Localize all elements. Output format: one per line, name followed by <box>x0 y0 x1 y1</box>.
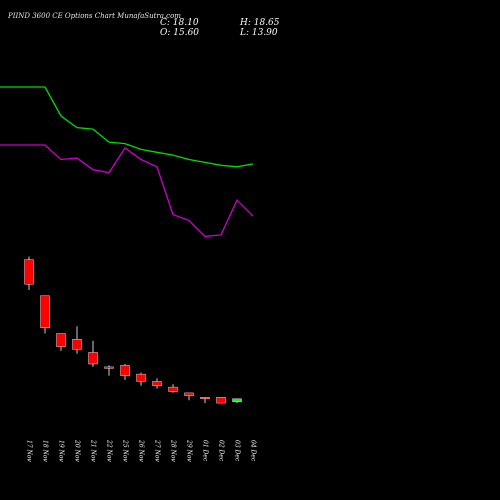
x-tick-label: 03 Dec <box>234 440 241 462</box>
candle-body <box>232 398 242 402</box>
candle-body <box>72 339 82 350</box>
x-tick-label: 29 Nov <box>186 439 193 462</box>
candle-body <box>104 366 114 369</box>
candle <box>184 392 194 401</box>
candle <box>120 363 130 380</box>
candle <box>40 295 50 334</box>
x-tick-label: 02 Dec <box>218 440 225 462</box>
high-value: H: 18.65 <box>240 18 280 28</box>
candle <box>216 397 226 404</box>
x-tick-label: 28 Nov <box>170 439 177 462</box>
candle-body <box>152 381 162 386</box>
candle-body <box>88 352 98 365</box>
candle-body <box>120 365 130 376</box>
open-value: O: 15.60 <box>160 28 200 38</box>
x-tick-label: 17 Nov <box>26 440 33 462</box>
candle-body <box>24 259 34 285</box>
candle-body <box>168 386 178 392</box>
candle-body <box>184 392 194 396</box>
moving-average-line-2 <box>0 144 254 238</box>
candle <box>72 326 82 354</box>
close-value: C: 18.10 <box>160 18 199 28</box>
candle-body <box>56 333 66 347</box>
moving-average-layer <box>0 86 254 238</box>
candle-body <box>40 295 50 328</box>
candle <box>136 372 146 386</box>
candle <box>56 333 66 351</box>
x-tick-label: 21 Nov <box>90 439 97 462</box>
x-tick-label: 04 Dec <box>250 440 257 462</box>
date-label-layer: 17 Nov 18 Nov 19 Nov 20 Nov 21 Nov 22 Nov 25 N… <box>26 439 257 462</box>
moving-average-line-1 <box>0 86 254 168</box>
x-tick-label: 19 Nov <box>58 440 65 462</box>
candle <box>24 256 34 290</box>
x-tick-label: 20 Nov <box>74 439 81 462</box>
candle-layer <box>24 256 242 404</box>
low-value: L: 13.90 <box>240 28 278 38</box>
candle <box>152 378 162 389</box>
candle <box>232 398 242 404</box>
candle <box>168 384 178 393</box>
x-tick-label: 25 Nov <box>122 439 129 462</box>
candle-body <box>136 373 146 382</box>
x-tick-label: 01 Dec <box>202 440 209 462</box>
chart-title: PIIND 3600 CE Options Chart MunafaSutra.… <box>8 12 181 20</box>
x-tick-label: 22 Nov <box>106 439 113 462</box>
x-tick-label: 27 Nov <box>154 439 161 462</box>
x-tick-label: 26 Nov <box>138 439 145 462</box>
candle <box>104 365 114 376</box>
x-tick-label: 18 Nov <box>42 440 49 462</box>
candle-body <box>200 397 210 399</box>
candle <box>200 397 210 404</box>
candle <box>88 340 98 367</box>
candle-body <box>216 397 226 404</box>
